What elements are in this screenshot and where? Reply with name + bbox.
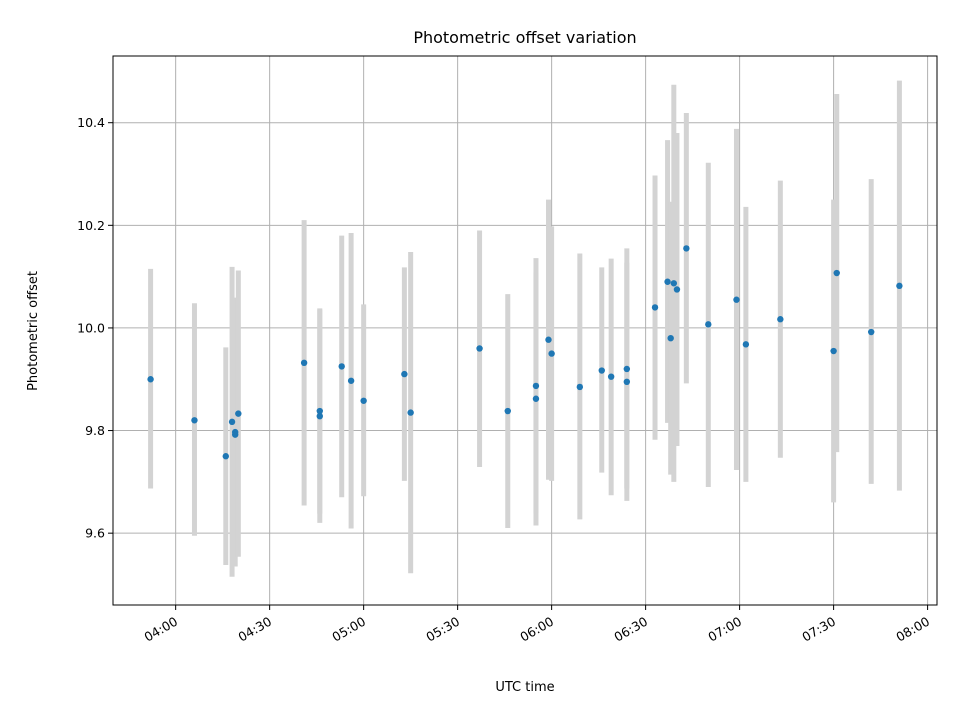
error-bars — [148, 80, 902, 577]
data-point — [683, 245, 690, 252]
x-axis-label: UTC time — [495, 680, 554, 695]
data-point — [598, 367, 605, 374]
data-point — [664, 278, 671, 285]
data-points — [147, 245, 903, 460]
data-point — [833, 269, 840, 277]
data-point — [896, 282, 903, 290]
x-tick-label: 05:00 — [329, 614, 368, 645]
data-point — [623, 378, 631, 386]
data-point — [235, 410, 242, 417]
data-point — [316, 412, 323, 420]
x-tick-label: 06:00 — [517, 614, 556, 645]
data-point — [548, 350, 555, 357]
data-point — [868, 328, 875, 336]
data-point — [532, 395, 540, 402]
data-point — [830, 347, 837, 355]
data-point — [347, 377, 355, 384]
data-point — [231, 431, 239, 438]
x-tick-label: 04:30 — [235, 614, 274, 645]
data-point — [705, 321, 712, 328]
x-axis: 04:00 04:30 05:00 05:30 06:00 06:30 07:00 07:30… — [141, 605, 932, 645]
data-point — [673, 286, 681, 293]
y-tick-label: 10.4 — [77, 115, 105, 130]
data-point — [777, 316, 784, 323]
y-tick-label: 10.2 — [77, 218, 105, 233]
data-point — [191, 417, 198, 424]
data-point — [222, 453, 229, 460]
y-axis: 9.6 9.8 10.0 10.2 10.4 — [77, 115, 113, 541]
data-point — [407, 409, 414, 416]
y-axis-label: Photometric offset — [26, 271, 41, 391]
data-point — [742, 341, 750, 348]
data-point — [316, 407, 323, 415]
data-point — [360, 397, 367, 404]
data-point — [651, 304, 659, 311]
data-point — [228, 418, 236, 426]
y-tick-label: 9.8 — [85, 423, 105, 438]
x-tick-label: 04:00 — [141, 614, 180, 645]
data-point — [607, 373, 615, 380]
data-point — [733, 296, 740, 303]
data-point — [300, 359, 308, 367]
x-tick-label: 08:00 — [893, 614, 932, 645]
y-tick-label: 9.6 — [85, 526, 105, 541]
x-tick-label: 06:30 — [611, 614, 650, 645]
data-point — [476, 345, 483, 352]
data-point — [532, 382, 540, 390]
data-point — [667, 334, 674, 342]
y-tick-label: 10.0 — [77, 320, 105, 335]
data-point — [147, 376, 154, 383]
chart-title: Photometric offset variation — [413, 28, 636, 47]
data-point — [576, 383, 584, 391]
x-tick-label: 05:30 — [423, 614, 462, 645]
data-point — [504, 407, 511, 415]
data-point — [545, 336, 552, 343]
x-tick-label: 07:00 — [705, 614, 744, 645]
plot-frame — [112, 55, 938, 606]
data-point — [670, 280, 678, 287]
data-point — [401, 370, 408, 378]
data-point — [623, 365, 631, 373]
data-point — [338, 363, 345, 370]
x-tick-label: 07:30 — [799, 614, 838, 645]
